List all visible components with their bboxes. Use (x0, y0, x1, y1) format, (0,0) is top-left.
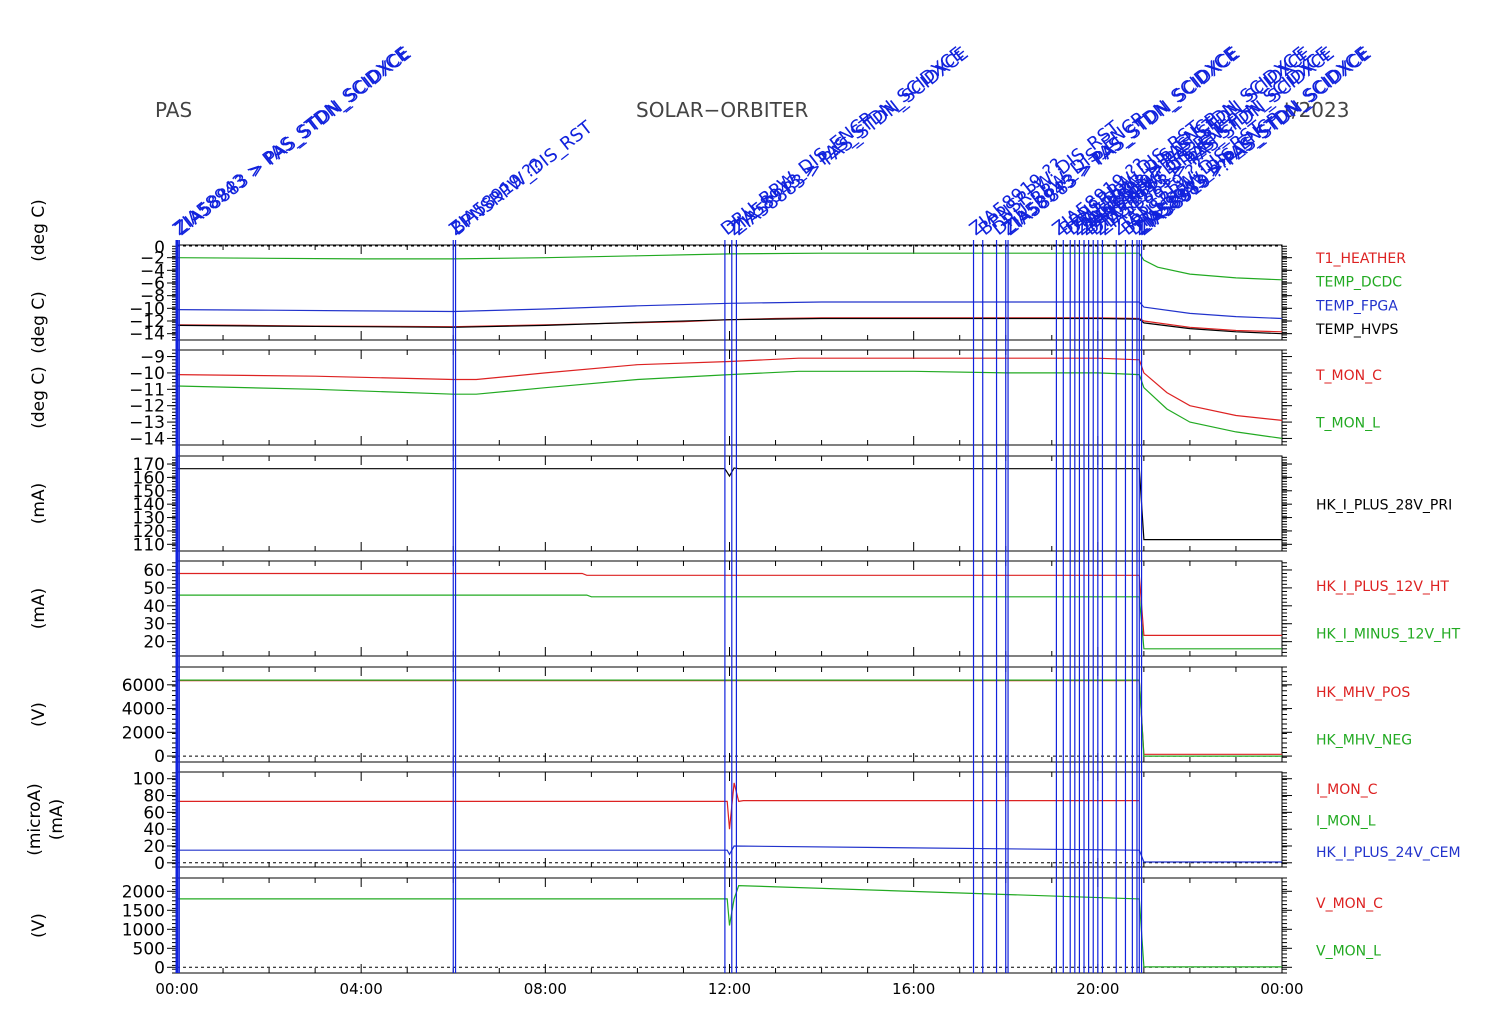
y-tick-label: 60 (143, 561, 165, 581)
series-legend: T_MON_L (1315, 415, 1380, 431)
series-legend: HK_MHV_NEG (1316, 732, 1412, 748)
series-line (177, 845, 1282, 863)
y-tick-label: 170 (133, 455, 165, 475)
series-legend: HK_I_MINUS_12V_HT (1316, 626, 1461, 642)
y-axis-label: (mA) (29, 483, 49, 524)
series-line (176, 317, 1283, 335)
y-tick-label: 100 (133, 770, 165, 790)
panel-5: 6000 4000 2000 0 (V) HK_MHV_POS HK_MHV_NEG (29, 666, 1412, 767)
y-tick-label: 40 (143, 820, 165, 840)
y-axis-label-2: (deg C) (29, 199, 49, 262)
y-tick-label: −12 (129, 312, 165, 332)
y-tick-label: 4000 (122, 700, 165, 720)
event-label: ZIA58883 > PAS_STDN_SCIDXCE (171, 43, 415, 240)
y-tick-label: −12 (129, 397, 165, 417)
series-legend: V_MON_L (1316, 943, 1381, 959)
series-legend: T1_HEATHER (1315, 251, 1406, 267)
series-legend: V_MON_C (1316, 896, 1383, 912)
x-tick-label: 16:00 (892, 980, 935, 998)
y-tick-label: 60 (143, 803, 165, 823)
series-legend: T_MON_C (1315, 368, 1382, 384)
series-legend: HK_MHV_POS (1316, 685, 1410, 701)
x-tick-label: 04:00 (340, 980, 383, 998)
x-tick-label: 00:00 (155, 980, 198, 998)
y-axis-label: (V) (29, 702, 49, 727)
panel-1: −2−4−6−8−10−12−14 0 (deg C) (deg C) T1_HEATH… (29, 199, 1406, 354)
y-tick-label: 0 (154, 958, 165, 978)
y-axis-label-2: (mA) (47, 799, 67, 840)
y-tick-label: −2 (140, 249, 165, 269)
y-tick-label: 500 (133, 939, 165, 959)
series-legend: TEMP_HVPS (1315, 322, 1398, 338)
y-tick-label: 2000 (122, 723, 165, 743)
y-tick-label: 80 (143, 787, 165, 807)
y-tick-label: −9 (140, 348, 165, 368)
y-tick-label: 1000 (122, 920, 165, 940)
y-tick-label: −4 (140, 261, 165, 281)
y-axis-label: (microA) (25, 783, 45, 856)
y-axis-label: (V) (29, 913, 49, 938)
series-legend: I_MON_L (1316, 814, 1376, 830)
series-line (176, 357, 1283, 421)
y-tick-label: −6 (140, 274, 165, 294)
series-line (177, 594, 1282, 650)
x-tick-label: 00:00 (1260, 980, 1303, 998)
series-legend: HK_I_PLUS_24V_CEM (1316, 845, 1461, 861)
series-line (176, 370, 1283, 439)
y-tick-label: −14 (129, 325, 165, 345)
y-tick-label: −11 (129, 380, 165, 400)
y-tick-label: 130 (133, 509, 165, 529)
date-label: t/2023 (1284, 98, 1350, 122)
y-tick-label: −10 (129, 364, 165, 384)
y-axis-label: (mA) (29, 588, 49, 629)
y-tick-label: 120 (133, 522, 165, 542)
y-tick-label: −10 (129, 299, 165, 319)
y-tick-label: 6000 (122, 676, 165, 696)
y-tick-label: −8 (140, 287, 165, 307)
y-tick-label: 0 (154, 238, 165, 258)
series-line (177, 782, 1140, 830)
y-tick-label: 50 (143, 579, 165, 599)
x-tick-label: 08:00 (524, 980, 567, 998)
y-tick-label: −14 (129, 429, 165, 449)
series-line (176, 252, 1283, 281)
y-tick-label: −13 (129, 413, 165, 433)
y-tick-label: 110 (133, 535, 165, 555)
y-axis-label: (deg C) (29, 291, 49, 354)
mission-label: SOLAR−ORBITER (636, 98, 809, 122)
event-label: BPNSRPW_DIS_RST (448, 116, 598, 240)
series-line (176, 301, 1283, 320)
y-tick-label: 140 (133, 495, 165, 515)
x-tick-label: 12:00 (708, 980, 751, 998)
y-tick-label: 150 (133, 482, 165, 502)
instrument-label: PAS (155, 98, 193, 122)
series-legend: I_MON_C (1316, 782, 1378, 798)
series-line (177, 572, 1282, 637)
y-tick-label: 30 (143, 615, 165, 635)
y-tick-label: 0 (154, 747, 165, 767)
series-legend: TEMP_DCDC (1315, 275, 1402, 291)
y-tick-label: 160 (133, 468, 165, 488)
series-legend: HK_I_PLUS_28V_PRI (1316, 498, 1452, 514)
x-tick-label: 20:00 (1076, 980, 1119, 998)
series-legend: HK_I_PLUS_12V_HT (1316, 579, 1449, 595)
panel-2: −9−10−11−12−13−14 (deg C) T_MON_C T_MON_L (29, 348, 1382, 450)
y-tick-label: 40 (143, 597, 165, 617)
event-label: ZIA58883 > PAS_STDN_SCIDXCE (729, 43, 973, 240)
y-tick-label: 2000 (122, 882, 165, 902)
y-tick-label: 0 (154, 854, 165, 874)
y-axis-label: (deg C) (29, 366, 49, 429)
y-tick-label: 1500 (122, 901, 165, 921)
y-tick-label: 20 (143, 633, 165, 653)
y-tick-label: 20 (143, 837, 165, 857)
series-legend: TEMP_FPGA (1315, 298, 1398, 314)
